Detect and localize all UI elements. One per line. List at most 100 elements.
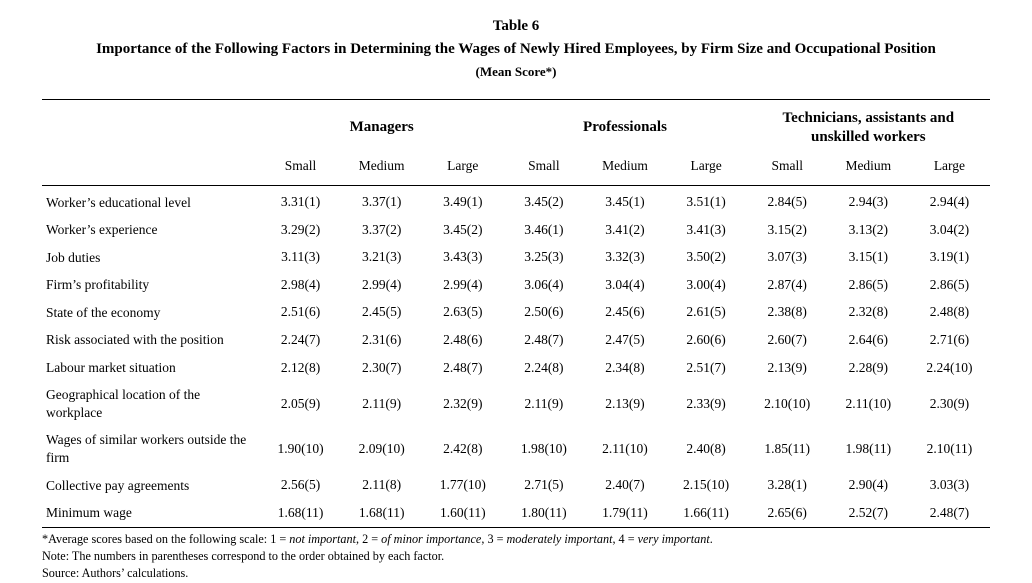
corner-cell (42, 99, 260, 151)
cell-value: 1.98(10) (520, 440, 567, 456)
footnote-note: Note: The numbers in parentheses corresp… (42, 548, 445, 563)
factor-label: Job duties (46, 249, 101, 265)
cell-value: 2.51(7) (686, 359, 726, 375)
table-row: Geographical location of the workplace 2.… (42, 381, 990, 426)
cell-value: 2.60(6) (686, 332, 726, 347)
footnote-scale-part: very important (637, 531, 710, 546)
cell-value: 1.79(11) (584, 499, 666, 528)
factor-label: Firm’s profitability (46, 277, 150, 293)
cell-value: 2.99(4) (443, 276, 483, 292)
column-header-size: Medium (341, 150, 423, 186)
cell-value: 2.63(5) (443, 304, 483, 320)
cell-value: 3.15(2) (767, 221, 807, 237)
cell-value: 3.41(3) (686, 221, 726, 237)
cell-value: 2.11(10) (845, 395, 892, 411)
factor-label: Collective pay agreements (46, 477, 190, 493)
cell-value: 2.11(9) (362, 395, 402, 411)
cell-value: 2.48(6) (443, 332, 483, 347)
cell-value: 2.99(4) (361, 276, 402, 292)
cell-value: 2.28(9) (848, 359, 888, 375)
table-row: Minimum wage 1.68(11) 1.68(11) 1.60(11) 1.80… (42, 499, 990, 528)
cell-value: 2.90(4) (848, 477, 888, 493)
column-header-size: Large (908, 150, 990, 186)
cell-value: 2.60(7) (767, 332, 807, 347)
cell-value: 2.30(9) (929, 395, 970, 411)
cell-value: 2.47(5) (605, 332, 645, 347)
size-header-row: Small Medium Large Small Medium Large Small Med… (42, 150, 990, 186)
column-header-size: Small (746, 150, 828, 186)
cell-value: 1.68(11) (341, 499, 423, 528)
factor-label: Risk associated with the position (46, 332, 224, 348)
footnote-scale-part: not important (289, 531, 356, 546)
cell-value: 2.45(6) (605, 304, 645, 320)
cell-value: 2.42(8) (443, 440, 483, 456)
table-title-text: Importance of the Following Factors in D… (96, 41, 936, 57)
footnote-scale-part: , 3 = (481, 531, 507, 546)
cell-value: 2.10(11) (926, 440, 973, 456)
cell-value: 2.94(4) (929, 194, 970, 210)
cell-value: 2.11(10) (602, 440, 648, 456)
cell-value: 2.33(9) (686, 395, 726, 411)
cell-value: 1.68(11) (260, 499, 342, 528)
factor-label: Worker’s educational level (46, 194, 191, 210)
cell-value: 3.45(1) (605, 194, 645, 210)
factor-label: Wages of similar workers outside the fir… (46, 432, 247, 465)
group-header-row: Managers Professionals Technicians, assi… (42, 99, 990, 151)
cell-value: 2.38(8) (767, 304, 807, 320)
cell-value: 2.32(8) (848, 304, 888, 320)
data-table: Managers Professionals Technicians, assi… (42, 99, 990, 528)
cell-value: 3.45(2) (443, 221, 483, 237)
cell-value: 2.11(8) (362, 477, 402, 493)
cell-value: 3.04(2) (929, 221, 970, 237)
cell-value: 3.37(2) (361, 221, 402, 237)
cell-value: 3.43(3) (443, 249, 483, 265)
footnote-scale-part: . (709, 531, 713, 546)
cell-value: 3.25(3) (524, 249, 564, 265)
table-row: Firm’s profitability 2.98(4) 2.99(4) 2.99(4… (42, 271, 990, 299)
cell-value: 2.15(10) (683, 477, 730, 493)
cell-value: 2.84(5) (767, 194, 807, 210)
cell-value: 2.71(5) (524, 477, 564, 493)
table-body: Worker’s educational level 3.31(1) 3.37(1)… (42, 185, 990, 528)
cell-value: 2.31(6) (361, 332, 402, 347)
table-row: State of the economy 2.51(6) 2.45(5) 2.63(5… (42, 299, 990, 327)
cell-value: 3.46(1) (524, 221, 564, 237)
cell-value: 3.45(2) (524, 194, 564, 210)
cell-value: 3.31(1) (280, 194, 321, 210)
cell-value: 1.77(10) (439, 477, 486, 493)
cell-value: 2.34(8) (605, 359, 645, 375)
table-row: Labour market situation 2.12(8) 2.30(7) 2.4… (42, 354, 990, 382)
cell-value: 1.66(11) (665, 499, 747, 528)
factor-label: Minimum wage (42, 499, 260, 528)
cell-value: 3.32(3) (605, 249, 645, 265)
group-header-technicians: Technicians, assistants and unskilled wo… (746, 99, 990, 151)
factor-label: Geographical location of the workplace (46, 387, 201, 420)
cell-value: 2.48(7) (524, 332, 564, 347)
table-number: Table 6 (492, 18, 540, 34)
table-header: Table 6 Importance of the Following Fact… (42, 18, 990, 83)
cell-value: 3.13(2) (848, 221, 888, 237)
cell-value: 2.48(7) (443, 359, 483, 375)
cell-value: 2.11(9) (524, 395, 564, 411)
footnote-scale-part: moderately important (506, 531, 613, 546)
cell-value: 2.98(4) (280, 276, 321, 292)
footnotes: *Average scores based on the following s… (42, 531, 990, 583)
column-header-size: Medium (584, 150, 666, 186)
footnote-scale-part: *Average scores based on the following s… (42, 531, 290, 546)
footnote-scale-part: , 4 = (612, 531, 638, 546)
column-header-size: Large (665, 150, 747, 186)
cell-value: 2.12(8) (280, 359, 321, 375)
group-header-professionals: Professionals (503, 99, 747, 151)
cell-value: 2.40(7) (605, 477, 645, 493)
group-header-managers: Managers (260, 99, 504, 151)
cell-value: 2.51(6) (280, 304, 321, 320)
cell-value: 1.90(10) (277, 440, 324, 456)
table-row: Wages of similar workers outside the fir… (42, 426, 990, 471)
factor-label: State of the economy (46, 304, 161, 320)
cell-value: 3.41(2) (605, 221, 645, 237)
cell-value: 2.87(4) (767, 276, 807, 292)
cell-value: 2.52(7) (827, 499, 909, 528)
mean-score-note: (Mean Score*) (476, 64, 557, 79)
cell-value: 2.24(7) (280, 332, 321, 347)
cell-value: 2.61(5) (686, 304, 726, 320)
